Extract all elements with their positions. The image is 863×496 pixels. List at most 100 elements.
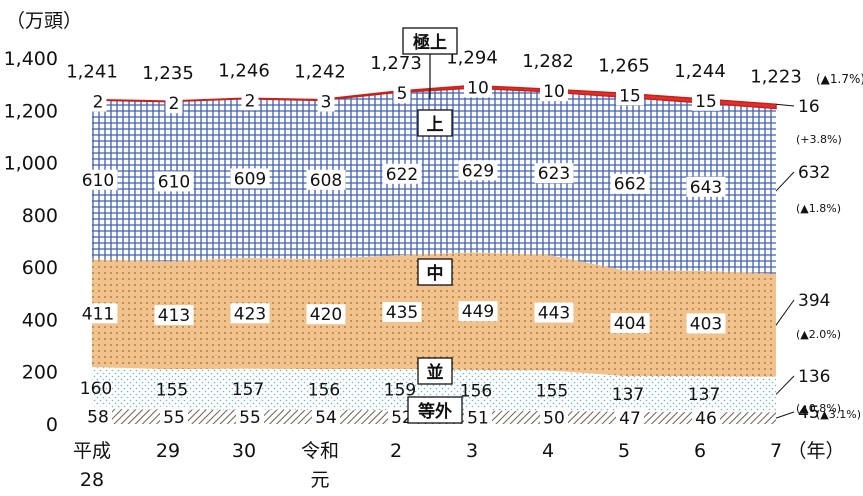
value-label-group: 629 <box>458 160 498 181</box>
value-label-box <box>230 303 270 324</box>
value-label-group: 55 <box>160 406 188 428</box>
x-tick-label: 30 <box>232 440 256 462</box>
y-tick-label: 0 <box>46 414 58 436</box>
value-label: 662 <box>614 175 646 195</box>
value-label-box <box>84 406 112 427</box>
value-label: 2 <box>245 91 256 111</box>
total-change-label: (▲1.7%) <box>816 72 863 86</box>
value-label-box <box>686 313 726 334</box>
value-label: 46 <box>695 409 717 429</box>
value-label-group: 55 <box>236 406 264 428</box>
leader-line <box>775 103 795 107</box>
total-label: 1,241 <box>66 62 118 83</box>
value-label-box <box>686 176 726 197</box>
value-label-group: 413 <box>154 305 194 326</box>
value-label-box <box>534 163 574 184</box>
total-label: 1,242 <box>294 62 346 83</box>
value-label-box <box>540 407 568 428</box>
area-中 <box>92 252 776 377</box>
end-value-label: 16 <box>798 97 820 117</box>
value-label-group: 50 <box>540 407 568 428</box>
total-label: 1,244 <box>674 61 726 82</box>
y-tick-label: 800 <box>22 205 58 227</box>
value-label-box <box>464 77 492 98</box>
grade-label-box <box>417 357 453 385</box>
value-label: 58 <box>87 407 109 427</box>
value-label: 2 <box>93 93 104 113</box>
value-label-box <box>616 85 644 106</box>
leader-line <box>775 411 795 419</box>
end-value-label: 136 <box>798 367 830 387</box>
value-label-box <box>610 173 650 194</box>
value-label-group: 449 <box>458 301 498 322</box>
value-label: 137 <box>688 385 720 405</box>
value-label-box <box>692 90 720 111</box>
y-tick-label: 200 <box>22 362 58 384</box>
value-label-group: 10 <box>464 77 492 98</box>
value-label-box <box>534 302 574 323</box>
value-label: 50 <box>543 408 565 428</box>
value-label-group: 5 <box>393 83 411 104</box>
x-tick-label: 6 <box>694 440 706 462</box>
value-label-group: 622 <box>382 163 422 185</box>
end-change-label: (+3.8%) <box>796 133 842 146</box>
y-tick-label: 600 <box>22 257 58 279</box>
value-label: 443 <box>538 304 570 324</box>
value-label-box <box>230 168 270 189</box>
grade-label-group: 中 <box>417 258 453 286</box>
value-label-box <box>382 301 422 322</box>
total-label: 1,235 <box>142 63 194 84</box>
x-tick-label: 5 <box>618 440 630 462</box>
value-label-box <box>692 407 720 428</box>
value-label-box <box>89 91 107 112</box>
value-label: 2 <box>169 94 180 114</box>
value-label: 155 <box>536 382 568 402</box>
grade-label-group: 極上 <box>402 27 458 55</box>
end-change-label: (▲0.8%) <box>796 402 841 415</box>
value-label-group: 435 <box>382 301 422 323</box>
y-tick-label: 1,400 <box>4 48 58 70</box>
x-tick-label: 4 <box>542 440 554 462</box>
area-並 <box>92 367 776 413</box>
value-label: 54 <box>315 408 337 428</box>
value-label-group: 403 <box>686 313 726 334</box>
value-label-group: 623 <box>534 163 574 184</box>
x-tick-label: 3 <box>466 440 478 462</box>
value-label: 643 <box>690 178 722 198</box>
x-unit-label: （年） <box>787 440 844 462</box>
value-label: 608 <box>310 171 342 191</box>
grade-label-group: 等外 <box>407 396 463 424</box>
end-change-label: (▲1.8%) <box>796 202 841 215</box>
value-label: 55 <box>163 408 185 428</box>
leader-line <box>775 299 795 326</box>
value-label: 156 <box>460 381 492 401</box>
value-label: 3 <box>321 93 332 113</box>
value-label-group: 411 <box>78 303 118 324</box>
value-label-box <box>464 407 492 428</box>
value-label: 623 <box>538 164 570 184</box>
value-label: 137 <box>612 385 644 405</box>
value-label: 404 <box>614 314 646 334</box>
area-上 <box>92 88 776 274</box>
value-label-group: 47 <box>616 407 644 429</box>
value-label-box <box>610 313 650 334</box>
value-label: 609 <box>234 169 266 189</box>
grade-label: 上 <box>427 115 444 135</box>
value-label: 15 <box>619 86 641 106</box>
value-label-group: 2 <box>241 90 259 111</box>
value-label-group: 608 <box>306 169 346 191</box>
value-label-group: 662 <box>610 173 650 195</box>
leader-line <box>775 375 795 395</box>
value-label-box <box>236 406 264 427</box>
y-axis-unit-label: （万頭） <box>6 10 83 32</box>
x-tick-label: 7 <box>770 440 782 462</box>
x-tick-label: 2 <box>390 440 402 462</box>
value-label-group: 15 <box>616 85 644 106</box>
value-label-box <box>382 163 422 184</box>
value-label-group: 2 <box>165 93 183 114</box>
grade-label-box <box>417 258 453 286</box>
x-tick-label: 平成 <box>73 440 111 462</box>
grade-label: 極上 <box>413 32 447 53</box>
grade-label: 中 <box>427 263 444 284</box>
total-label: 1,273 <box>370 53 422 74</box>
